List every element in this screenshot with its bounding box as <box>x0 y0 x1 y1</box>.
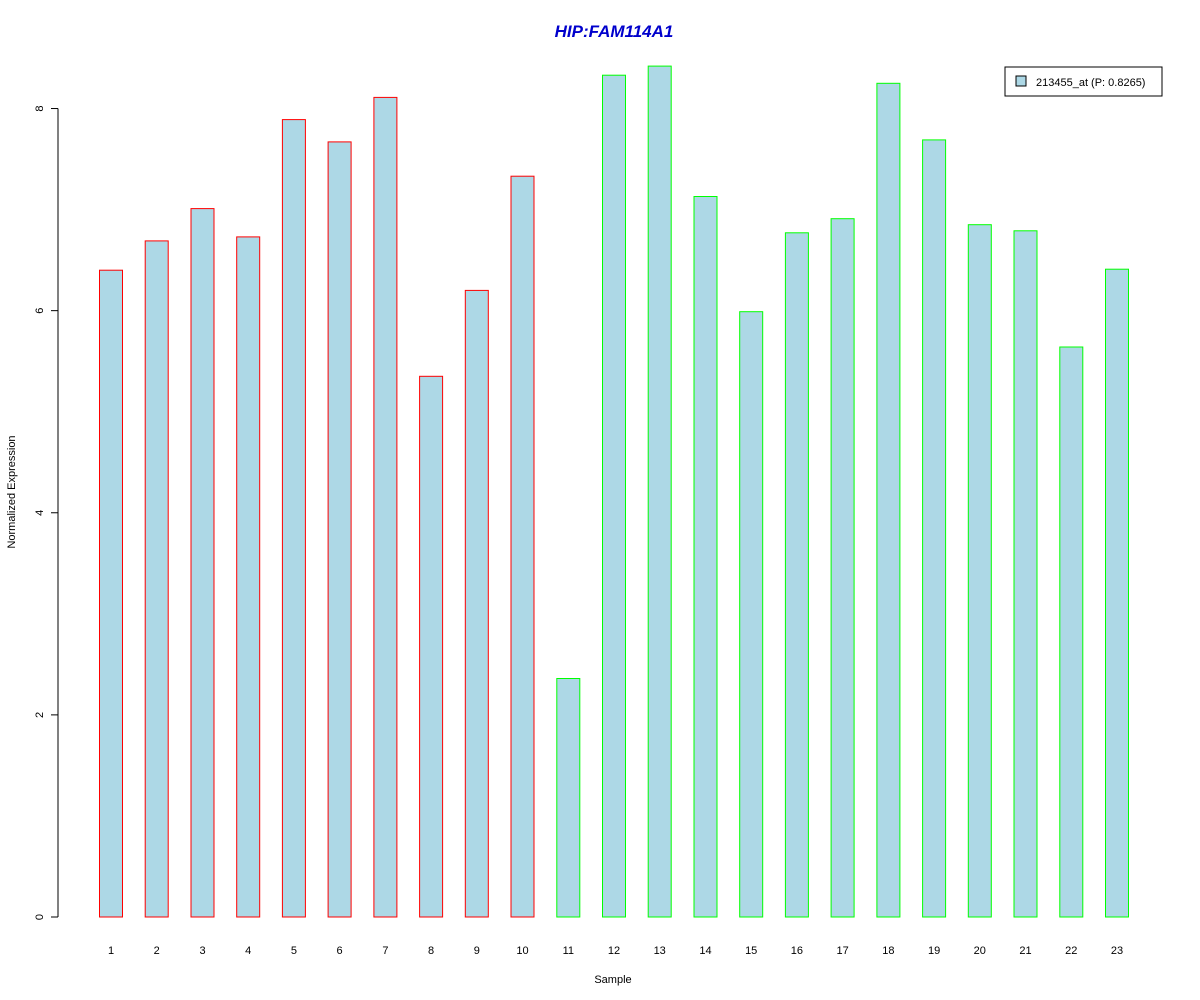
bar-sample-9 <box>464 289 489 918</box>
bar-sample-21 <box>1013 230 1038 918</box>
bar-sample-12 <box>602 74 626 918</box>
chart-title: HIP:FAM114A1 <box>555 22 674 41</box>
bar-sample-15 <box>739 311 764 918</box>
y-axis-label: Normalized Expression <box>6 435 18 548</box>
bar-sample-20 <box>967 224 992 918</box>
x-tick-label: 23 <box>1111 945 1123 957</box>
x-tick-label: 10 <box>516 945 528 957</box>
y-tick-label: 4 <box>34 510 46 516</box>
x-tick-label: 14 <box>699 945 711 957</box>
bar-sample-3 <box>190 208 215 918</box>
x-axis-ticks: 1 2 3 4 5 6 7 8 9 10 11 12 13 14 15 16 17 18 19 20 21 22 23 <box>108 945 1123 957</box>
bar-sample-7 <box>373 96 398 918</box>
x-tick-label: 9 <box>474 945 480 957</box>
bar-sample-17 <box>830 218 855 918</box>
bar-sample-18 <box>876 82 901 918</box>
x-tick-label: 11 <box>563 945 574 957</box>
x-tick-label: 12 <box>608 945 620 957</box>
x-tick-label: 7 <box>382 945 388 957</box>
x-tick-label: 15 <box>745 945 757 957</box>
legend-box <box>1004 66 1163 97</box>
x-tick-label: 13 <box>654 945 666 957</box>
legend-label: 213455_at (P: 0.8265) <box>1036 77 1145 89</box>
x-tick-label: 4 <box>245 945 251 957</box>
x-tick-label: 21 <box>1019 945 1031 957</box>
y-tick-label: 0 <box>34 914 46 920</box>
legend: 213455_at (P: 0.8265) <box>1004 66 1163 97</box>
bar-sample-5 <box>281 119 306 918</box>
legend-swatch <box>1015 75 1027 87</box>
y-tick-label: 6 <box>34 308 46 314</box>
x-tick-label: 16 <box>791 945 803 957</box>
bar-sample-13 <box>647 65 672 918</box>
x-tick-label: 19 <box>928 945 940 957</box>
bar-sample-22 <box>1059 346 1084 918</box>
bar-sample-14 <box>693 196 718 918</box>
x-tick-label: 8 <box>428 945 434 957</box>
x-tick-label: 3 <box>199 945 205 957</box>
bar-sample-1 <box>99 269 123 918</box>
x-tick-label: 17 <box>836 945 848 957</box>
bar-sample-2 <box>144 240 169 918</box>
bar-sample-11 <box>556 678 581 918</box>
y-tick-label: 8 <box>34 105 46 111</box>
x-tick-label: 18 <box>882 945 894 957</box>
x-tick-label: 1 <box>108 945 114 957</box>
bars <box>99 65 1129 918</box>
x-axis-label: Sample <box>594 974 631 986</box>
bar-sample-16 <box>784 232 809 918</box>
x-tick-label: 6 <box>337 945 343 957</box>
y-tick-label: 2 <box>34 712 46 718</box>
bar-sample-23 <box>1105 268 1129 918</box>
x-tick-label: 20 <box>974 945 986 957</box>
x-tick-label: 2 <box>154 945 160 957</box>
bar-sample-19 <box>922 139 947 918</box>
bar-sample-10 <box>510 175 535 918</box>
x-tick-label: 22 <box>1065 945 1077 957</box>
bar-sample-4 <box>236 236 261 918</box>
bar-sample-6 <box>327 141 352 918</box>
y-axis: 0 2 4 6 8 <box>34 105 59 920</box>
bar-sample-8 <box>419 375 444 918</box>
x-tick-label: 5 <box>291 945 297 957</box>
